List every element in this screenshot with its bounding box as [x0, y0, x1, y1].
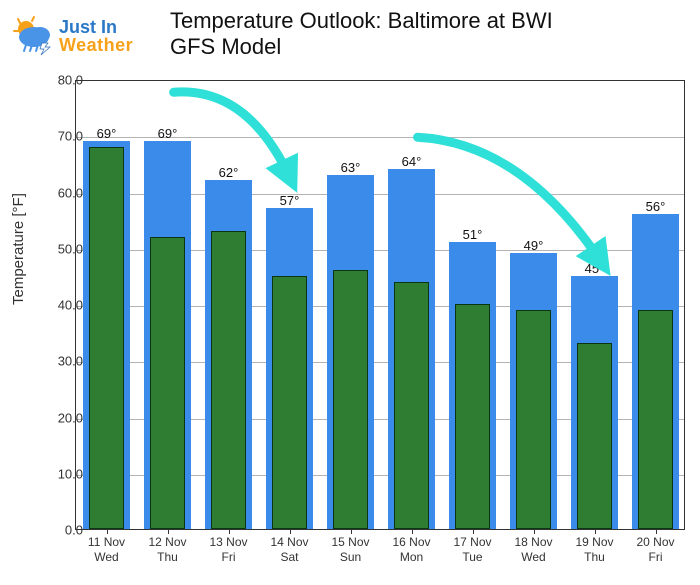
bar-low: [89, 147, 123, 530]
bar-low: [333, 270, 367, 529]
y-axis-label: Temperature [°F]: [10, 193, 27, 305]
y-tick-label: 70.0: [33, 129, 83, 144]
x-tick-label: 19 NovThu: [565, 529, 625, 565]
x-tick-label: 14 NovSat: [260, 529, 320, 565]
high-value-label: 49°: [524, 238, 544, 253]
x-tick-label: 20 NovFri: [626, 529, 686, 565]
high-value-label: 64°: [402, 154, 422, 169]
x-tick-label: 16 NovMon: [382, 529, 442, 565]
brand-logo: Just In Weather: [12, 15, 133, 57]
y-tick-label: 60.0: [33, 185, 83, 200]
high-value-label: 45°: [585, 261, 605, 276]
high-value-label: 57°: [280, 193, 300, 208]
x-tick-label: 18 NovWed: [504, 529, 564, 565]
high-value-label: 51°: [463, 227, 483, 242]
high-value-label: 69°: [97, 126, 117, 141]
y-tick-label: 0.0: [33, 523, 83, 538]
bar-low: [211, 231, 245, 529]
high-value-label: 56°: [646, 199, 666, 214]
chart-subtitle: GFS Model: [170, 34, 281, 60]
y-tick-label: 30.0: [33, 354, 83, 369]
y-tick-label: 40.0: [33, 298, 83, 313]
plot-area: 69°68°11 NovWed69°52°12 NovThu62°53°13 N…: [75, 80, 685, 530]
x-tick-label: 11 NovWed: [77, 529, 137, 565]
bar-low: [638, 310, 672, 529]
bar-low: [394, 282, 428, 530]
high-value-label: 69°: [158, 126, 178, 141]
chart-title: Temperature Outlook: Baltimore at BWI: [170, 8, 553, 34]
y-tick-label: 80.0: [33, 73, 83, 88]
logo-line1: Just In: [59, 18, 133, 36]
logo-line2: Weather: [59, 36, 133, 54]
bar-low: [150, 237, 184, 530]
y-tick-label: 20.0: [33, 410, 83, 425]
logo-text: Just In Weather: [59, 18, 133, 54]
x-tick-label: 17 NovTue: [443, 529, 503, 565]
bar-low: [577, 343, 611, 529]
figure: Just In Weather Temperature Outlook: Bal…: [0, 0, 700, 585]
trend-arrow: [418, 137, 601, 261]
logo-icon: [12, 15, 54, 57]
high-value-label: 63°: [341, 160, 361, 175]
bar-low: [455, 304, 489, 529]
bar-low: [272, 276, 306, 529]
x-tick-label: 13 NovFri: [199, 529, 259, 565]
high-value-label: 62°: [219, 165, 239, 180]
bar-low: [516, 310, 550, 529]
x-tick-label: 15 NovSun: [321, 529, 381, 565]
y-tick-label: 50.0: [33, 241, 83, 256]
y-tick-label: 10.0: [33, 466, 83, 481]
x-tick-label: 12 NovThu: [138, 529, 198, 565]
